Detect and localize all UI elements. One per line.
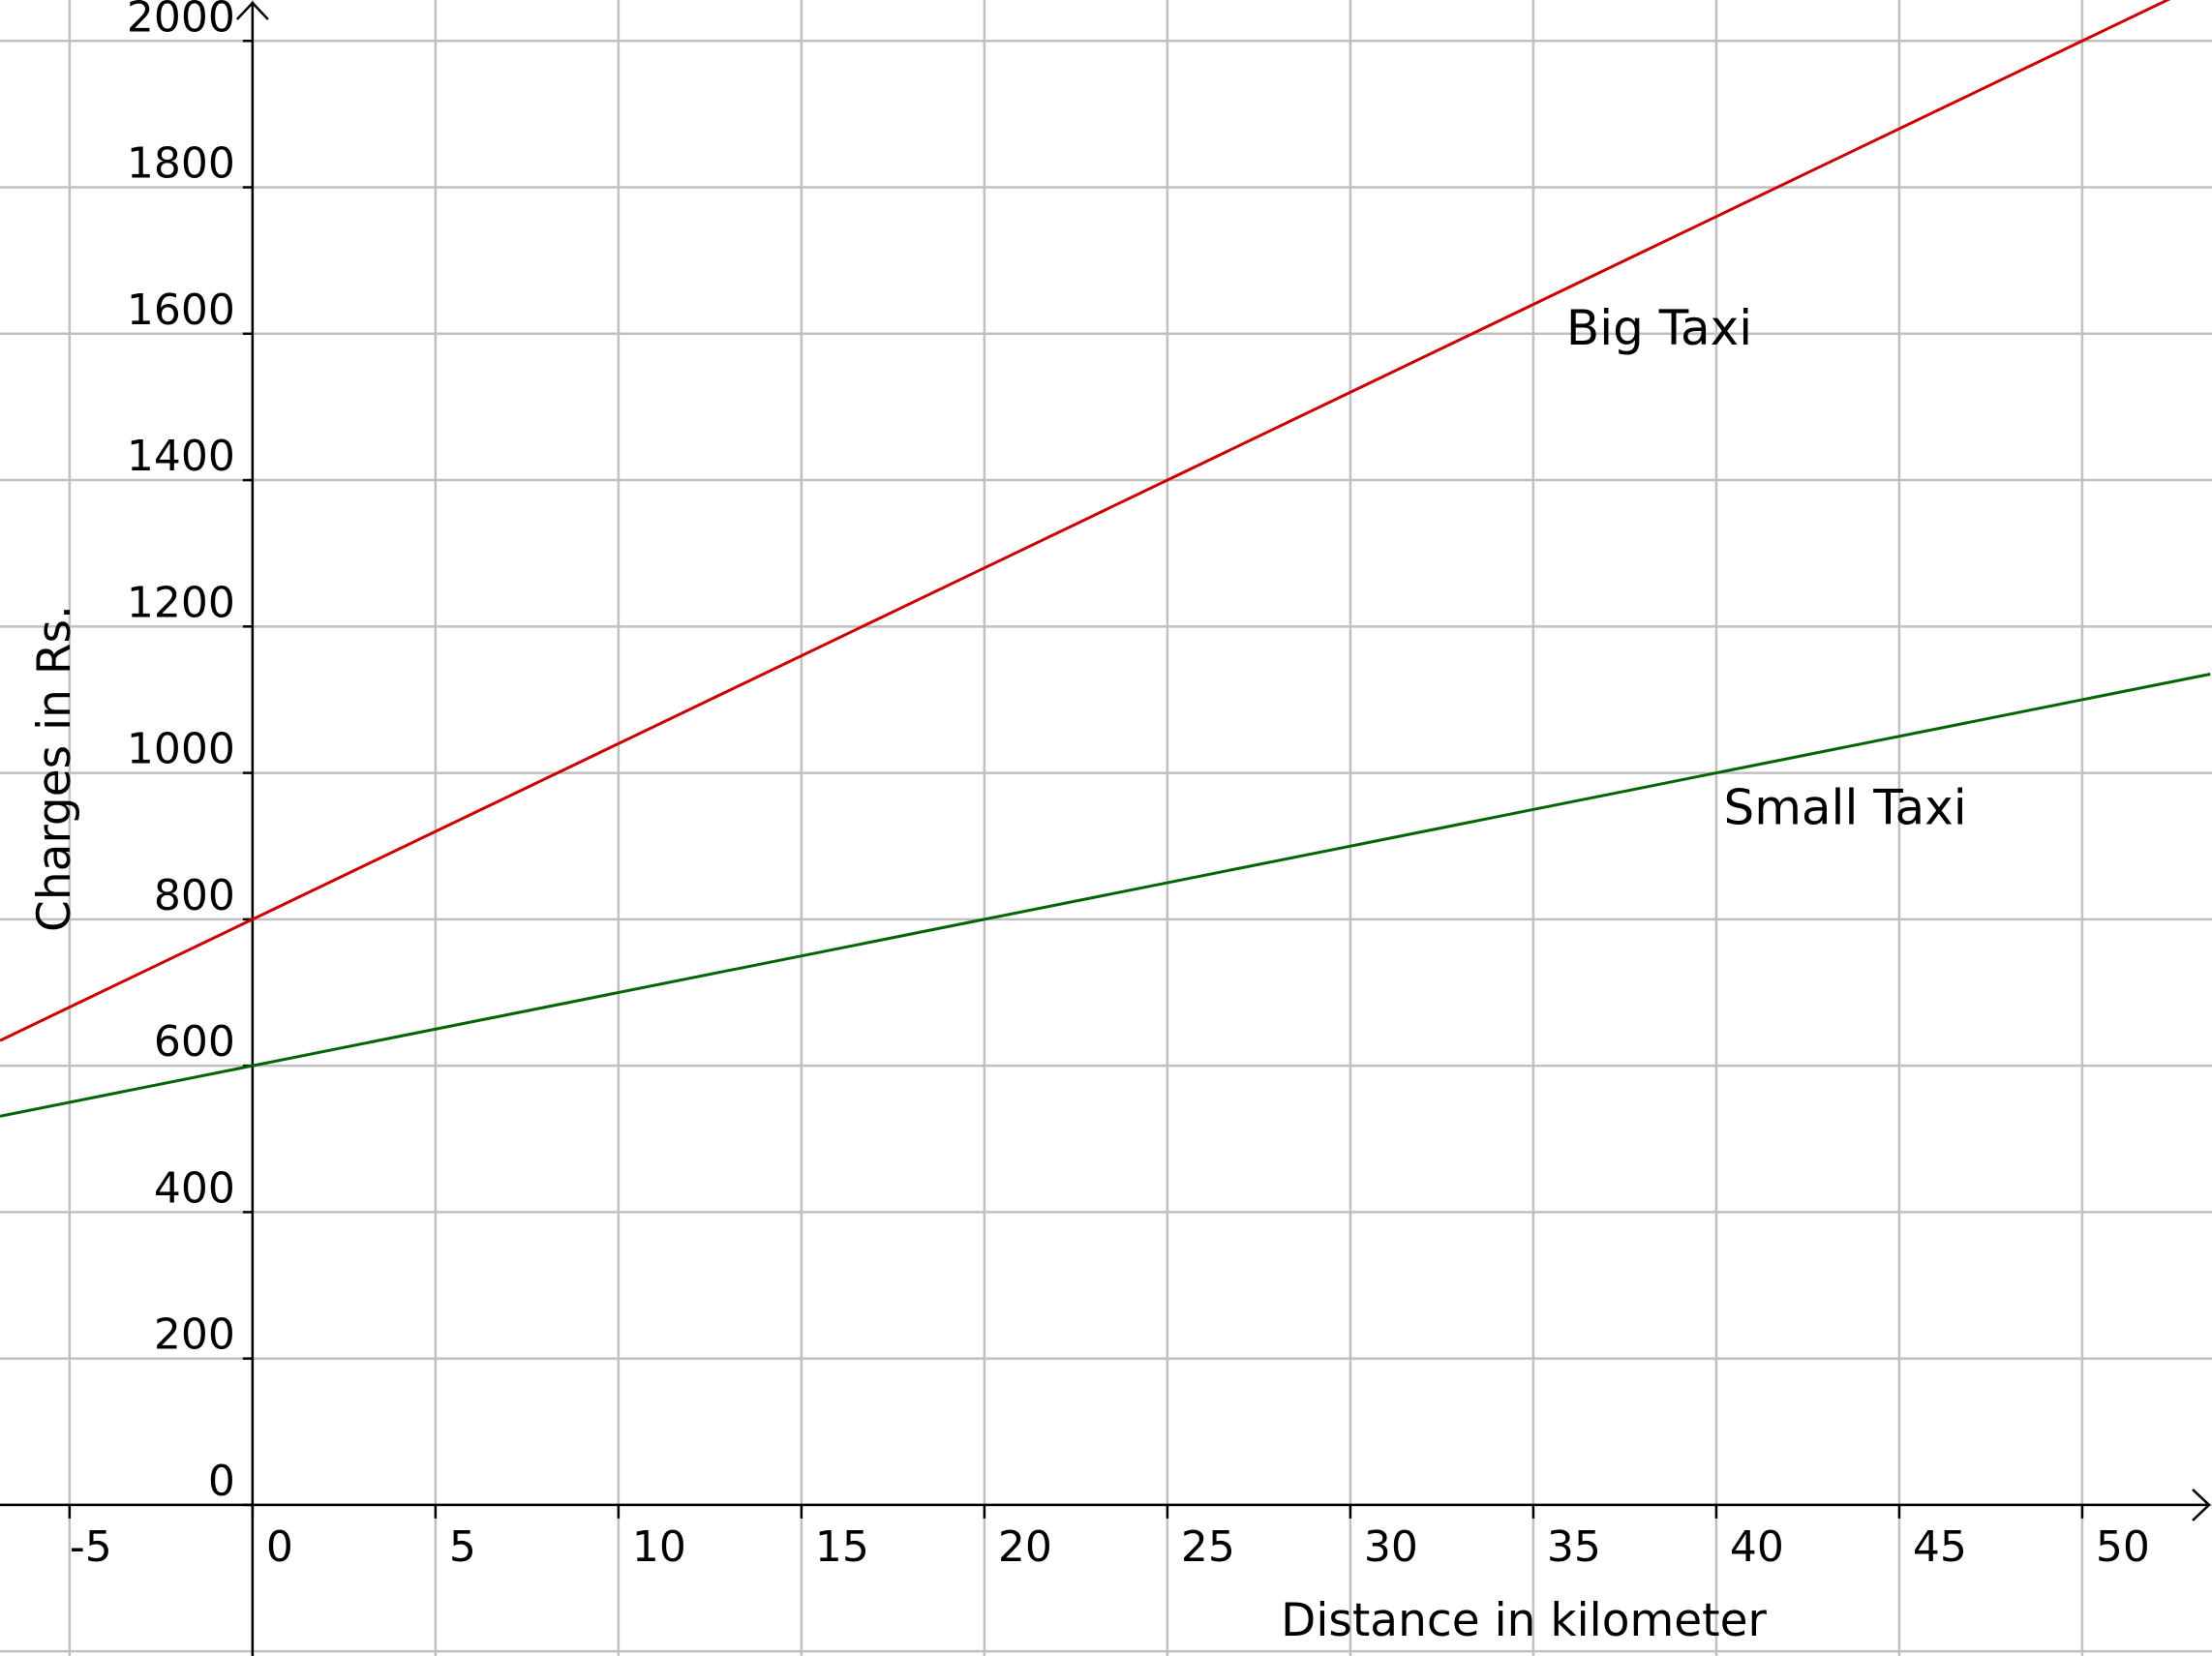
x-tick-label: 5	[449, 1522, 476, 1572]
series-line-small-taxi	[0, 673, 2211, 1118]
y-tick-label: 0	[208, 1457, 235, 1506]
x-tick-label: 10	[632, 1522, 686, 1572]
series-line-big-taxi	[0, 0, 2171, 1042]
x-axis-arrow	[2192, 1488, 2211, 1521]
series-label-big-taxi: Big Taxi	[1566, 300, 1752, 356]
y-tick-label: 1000	[127, 725, 235, 774]
x-tick-label: 30	[1364, 1522, 1418, 1572]
x-tick-label: 35	[1547, 1522, 1601, 1572]
x-tick-label: 20	[998, 1522, 1052, 1572]
x-tick-label: 15	[815, 1522, 869, 1572]
x-tick-label: 0	[266, 1522, 293, 1572]
y-tick-label: 1200	[127, 578, 235, 627]
x-tick-label: 40	[1730, 1522, 1784, 1572]
y-tick-label: 200	[154, 1310, 235, 1360]
y-tick-label: 1400	[127, 432, 235, 481]
y-axis-label: Charges in Rs.	[28, 605, 81, 932]
y-tick-label: 600	[154, 1017, 235, 1067]
y-tick-label: 1800	[127, 139, 235, 189]
x-tick-label: -5	[70, 1522, 112, 1572]
tick-labels: -5 0 5 10 15 20 25 30 35 40 45 50 0 200 400 600 800 1000 1…	[70, 0, 2150, 1572]
series: Big Taxi Small Taxi	[0, 0, 2211, 1118]
x-tick-label: 25	[1181, 1522, 1235, 1572]
x-axis-label: Distance in kilometer	[1281, 1594, 1767, 1647]
y-tick-label: 400	[154, 1163, 235, 1213]
y-tick-label: 800	[154, 871, 235, 920]
series-label-small-taxi: Small Taxi	[1723, 780, 1966, 836]
y-tick-label: 2000	[127, 0, 235, 42]
x-tick-label: 50	[2096, 1522, 2150, 1572]
y-axis-arrow	[235, 1, 269, 20]
y-tick-label: 1600	[127, 286, 235, 335]
x-tick-label: 45	[1913, 1522, 1967, 1572]
